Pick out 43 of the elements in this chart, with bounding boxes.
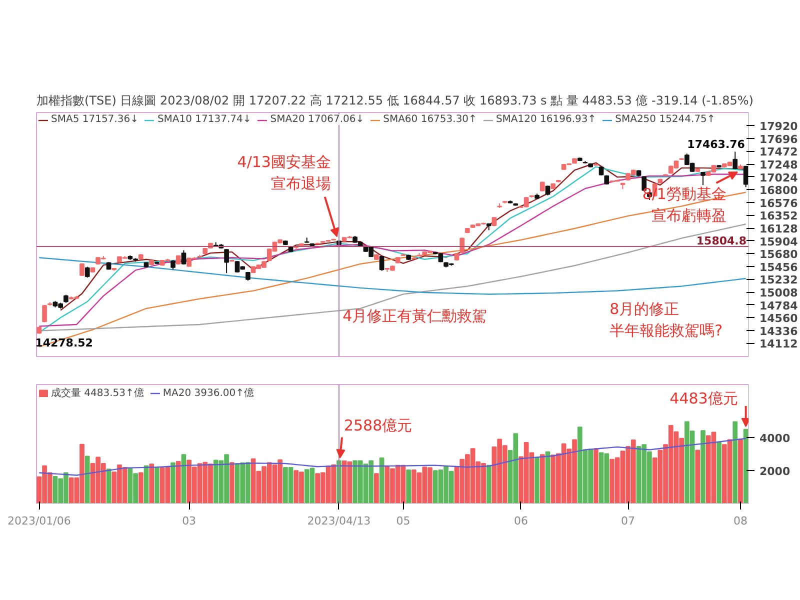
y-tick-label: 16800	[760, 184, 798, 198]
x-tick-label: 05	[396, 514, 410, 528]
y-tick-label: 17920	[760, 120, 798, 134]
annotation: 4月修正有黃仁勳救駕	[342, 306, 488, 325]
chart-title: 加權指數(TSE) 日線圖 2023/08/02 開 17207.22 高 17212.55 低 16844.57 收 16893.73 s 點 量 4483.53 億 -319.14 (-1.85%)	[36, 94, 754, 108]
annotation: 2588億元	[344, 416, 412, 435]
y-tick-label: 16352	[760, 210, 798, 223]
y-tick-label: 15904	[760, 235, 798, 248]
annotation: 17463.76	[687, 138, 746, 151]
legend-label: MA20 3936.00↑億	[162, 386, 254, 400]
annotation: 4483億元	[670, 389, 738, 408]
annotation: 8月的修正半年報能救駕嗎?	[610, 300, 723, 340]
legend-label: SMA250 15244.75↑	[615, 114, 716, 125]
y-tick-label: 15008	[760, 286, 798, 300]
legend-label: 成交量 4483.53↑億	[51, 386, 144, 400]
y-tick-label: 14560	[760, 312, 798, 326]
x-tick-label: 06	[514, 514, 528, 528]
y-tick-label: 15232	[760, 274, 798, 287]
y-tick-label: 16576	[760, 196, 798, 210]
x-tick-label: 07	[621, 514, 636, 528]
y-tick-label: 16128	[760, 222, 798, 236]
legend-label: SMA5 17157.36↓	[51, 114, 138, 125]
legend-label: SMA60 16753.30↑	[383, 114, 477, 125]
x-tick-label: 2023/01/06	[7, 514, 71, 528]
y-tick-label: 15680	[760, 248, 798, 262]
y-tick-label: 4000	[760, 432, 790, 445]
y-tick-label: 14336	[760, 324, 798, 338]
y-tick-label: 15456	[760, 260, 798, 274]
y-tick-label: 2000	[760, 464, 790, 478]
y-tick-label: 14112	[760, 338, 798, 351]
legend-label: SMA20 17067.06↓	[270, 114, 364, 125]
y-tick-label: 17248	[760, 158, 798, 172]
y-tick-label: 17696	[760, 132, 798, 146]
x-tick-label: 08	[733, 514, 748, 528]
ref-line-label: 15804.8	[696, 234, 747, 248]
x-tick-label: 03	[182, 514, 196, 528]
x-tick-label: 2023/04/13	[307, 514, 371, 528]
legend-label: SMA10 17137.74↓	[157, 114, 252, 125]
y-tick-label: 14784	[760, 299, 798, 312]
y-tick-label: 17472	[760, 146, 798, 159]
legend-label: SMA120 16196.93↑	[496, 114, 596, 125]
y-tick-label: 17024	[760, 171, 798, 184]
annotation: 4/13國安基金宣布退場	[237, 152, 331, 192]
